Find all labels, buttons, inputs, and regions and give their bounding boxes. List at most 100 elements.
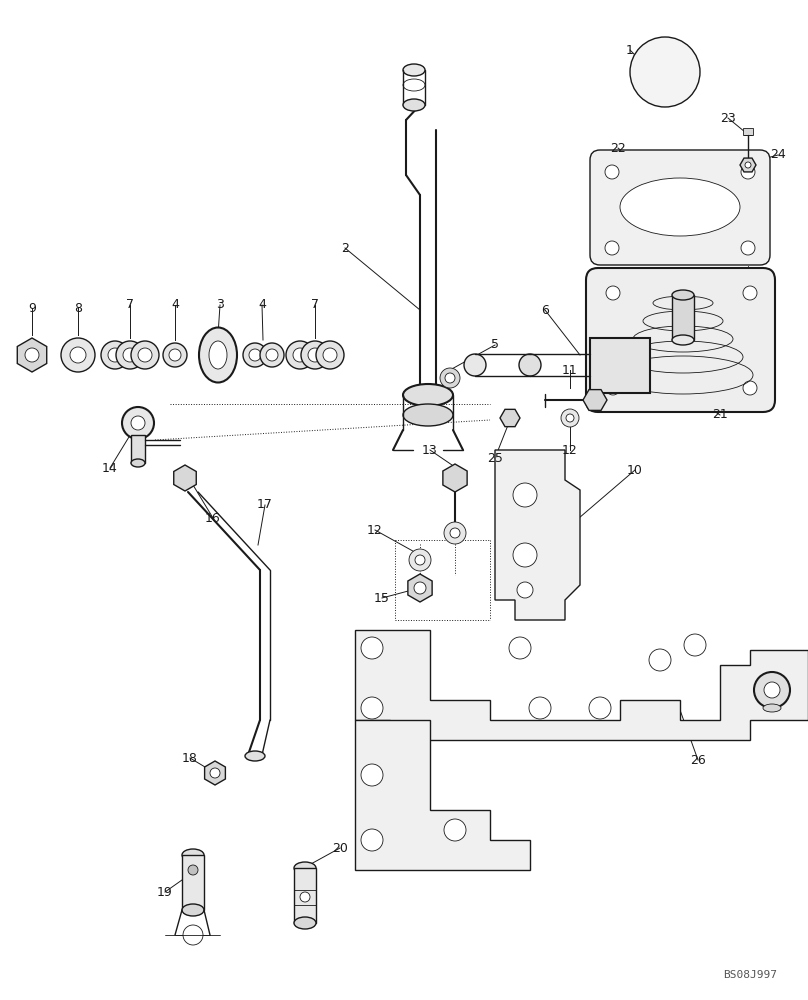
- Polygon shape: [495, 450, 580, 620]
- Circle shape: [108, 348, 122, 362]
- Circle shape: [131, 341, 159, 369]
- Circle shape: [743, 381, 757, 395]
- Circle shape: [589, 697, 611, 719]
- Circle shape: [361, 829, 383, 851]
- Text: 21: 21: [712, 408, 728, 422]
- Circle shape: [741, 165, 755, 179]
- Ellipse shape: [209, 341, 227, 369]
- Bar: [182, 855, 204, 910]
- Circle shape: [517, 582, 533, 598]
- Text: 1: 1: [626, 43, 634, 56]
- Text: 15: 15: [374, 591, 390, 604]
- Circle shape: [754, 672, 790, 708]
- Circle shape: [101, 341, 129, 369]
- Circle shape: [414, 582, 426, 594]
- Bar: [294, 868, 316, 923]
- Circle shape: [293, 348, 307, 362]
- Circle shape: [561, 409, 579, 427]
- Circle shape: [764, 682, 780, 698]
- Ellipse shape: [672, 335, 694, 345]
- Circle shape: [605, 241, 619, 255]
- FancyBboxPatch shape: [590, 150, 770, 265]
- Text: 24: 24: [770, 148, 786, 161]
- Polygon shape: [355, 630, 808, 740]
- Circle shape: [649, 649, 671, 671]
- Text: 5: 5: [491, 338, 499, 352]
- Text: 6: 6: [541, 304, 549, 316]
- Ellipse shape: [294, 917, 316, 929]
- Circle shape: [243, 343, 267, 367]
- Ellipse shape: [519, 354, 541, 376]
- Circle shape: [529, 697, 551, 719]
- Circle shape: [513, 483, 537, 507]
- Circle shape: [444, 819, 466, 841]
- Circle shape: [169, 349, 181, 361]
- Circle shape: [122, 407, 154, 439]
- Circle shape: [605, 165, 619, 179]
- Text: 12: 12: [562, 444, 578, 456]
- Text: 14: 14: [102, 462, 118, 475]
- Circle shape: [741, 241, 755, 255]
- Ellipse shape: [464, 354, 486, 376]
- Text: BS08J997: BS08J997: [723, 970, 777, 980]
- Text: 23: 23: [720, 111, 736, 124]
- Ellipse shape: [763, 704, 781, 712]
- Text: 4: 4: [258, 298, 266, 312]
- Polygon shape: [500, 409, 520, 427]
- Ellipse shape: [403, 404, 453, 426]
- Circle shape: [440, 368, 460, 388]
- Circle shape: [745, 162, 751, 168]
- Ellipse shape: [672, 290, 694, 300]
- Text: 8: 8: [74, 302, 82, 314]
- Circle shape: [566, 414, 574, 422]
- Circle shape: [606, 286, 620, 300]
- Circle shape: [606, 381, 620, 395]
- Circle shape: [323, 348, 337, 362]
- Ellipse shape: [620, 178, 740, 236]
- Circle shape: [301, 341, 329, 369]
- Ellipse shape: [182, 904, 204, 916]
- Bar: [590, 338, 650, 393]
- Ellipse shape: [403, 384, 453, 406]
- Circle shape: [131, 416, 145, 430]
- Circle shape: [183, 925, 203, 945]
- Text: 20: 20: [332, 842, 348, 854]
- Ellipse shape: [403, 64, 425, 76]
- Text: 11: 11: [562, 363, 578, 376]
- Polygon shape: [740, 158, 756, 172]
- Text: 17: 17: [257, 498, 273, 512]
- Circle shape: [286, 341, 314, 369]
- Circle shape: [163, 343, 187, 367]
- Circle shape: [444, 522, 466, 544]
- Ellipse shape: [403, 99, 425, 111]
- Text: 7: 7: [126, 298, 134, 312]
- Text: 9: 9: [28, 302, 36, 314]
- Circle shape: [188, 865, 198, 875]
- Polygon shape: [204, 761, 225, 785]
- Circle shape: [361, 697, 383, 719]
- Text: 3: 3: [216, 298, 224, 312]
- Circle shape: [123, 348, 137, 362]
- Text: 22: 22: [610, 141, 626, 154]
- Circle shape: [361, 764, 383, 786]
- Ellipse shape: [182, 849, 204, 861]
- Circle shape: [70, 347, 86, 363]
- Ellipse shape: [294, 862, 316, 874]
- Circle shape: [316, 341, 344, 369]
- Text: 7: 7: [311, 298, 319, 312]
- Circle shape: [260, 343, 284, 367]
- Polygon shape: [443, 464, 467, 492]
- Polygon shape: [408, 574, 432, 602]
- Ellipse shape: [245, 751, 265, 761]
- Polygon shape: [174, 465, 196, 491]
- Circle shape: [450, 528, 460, 538]
- Text: 25: 25: [487, 452, 503, 464]
- Circle shape: [61, 338, 95, 372]
- Circle shape: [138, 348, 152, 362]
- Bar: [743, 128, 753, 135]
- Polygon shape: [583, 390, 607, 410]
- Circle shape: [361, 637, 383, 659]
- Circle shape: [509, 637, 531, 659]
- Circle shape: [249, 349, 261, 361]
- Text: 13: 13: [422, 444, 438, 456]
